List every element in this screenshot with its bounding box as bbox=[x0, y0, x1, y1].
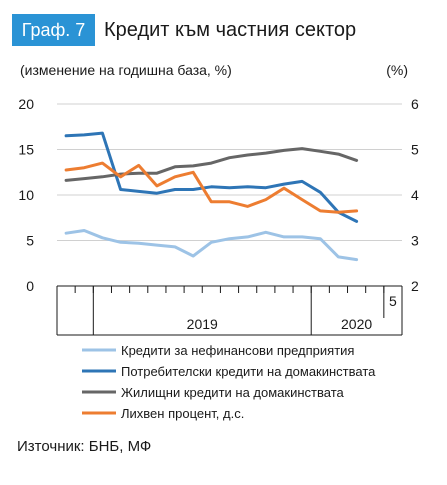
y-tick-label: 20 bbox=[18, 96, 34, 112]
y2-tick-label: 2 bbox=[411, 278, 419, 294]
x-month-label: 5 bbox=[389, 293, 397, 309]
y2-tick-label: 6 bbox=[411, 96, 419, 112]
chart-title: Кредит към частния сектор bbox=[104, 19, 357, 41]
line-chart: 0 5 10 15 20 2 3 4 5 6 5 2019 2020 Кредити за нефинан… bbox=[18, 96, 419, 421]
x-year-label: 2020 bbox=[341, 316, 372, 332]
source-note: Източник: БНБ, МФ bbox=[17, 438, 152, 455]
y-tick-label: 0 bbox=[26, 278, 34, 294]
y-tick-label: 10 bbox=[18, 187, 34, 203]
y2-tick-label: 4 bbox=[411, 187, 419, 203]
legend-label: Кредити за нефинансови предприятия bbox=[121, 343, 354, 358]
figure-number-badge: Граф. 7 bbox=[12, 14, 95, 46]
x-year-label: 2019 bbox=[187, 316, 218, 332]
right-axis-label: (%) bbox=[386, 62, 408, 78]
left-axis-label: (изменение на годишна база, %) bbox=[20, 62, 232, 78]
legend-label: Потребителски кредити на домакинствата bbox=[121, 364, 376, 379]
y2-tick-label: 3 bbox=[411, 233, 419, 249]
series-line bbox=[64, 161, 359, 214]
legend-label: Лихвен процент, д.с. bbox=[121, 406, 244, 421]
y-tick-label: 15 bbox=[18, 142, 34, 158]
series-line bbox=[64, 147, 359, 182]
y2-tick-label: 5 bbox=[411, 142, 419, 158]
series-line bbox=[64, 131, 359, 223]
y-tick-label: 5 bbox=[26, 233, 34, 249]
series-line bbox=[64, 229, 359, 262]
legend-label: Жилищни кредити на домакинствата bbox=[121, 385, 344, 400]
